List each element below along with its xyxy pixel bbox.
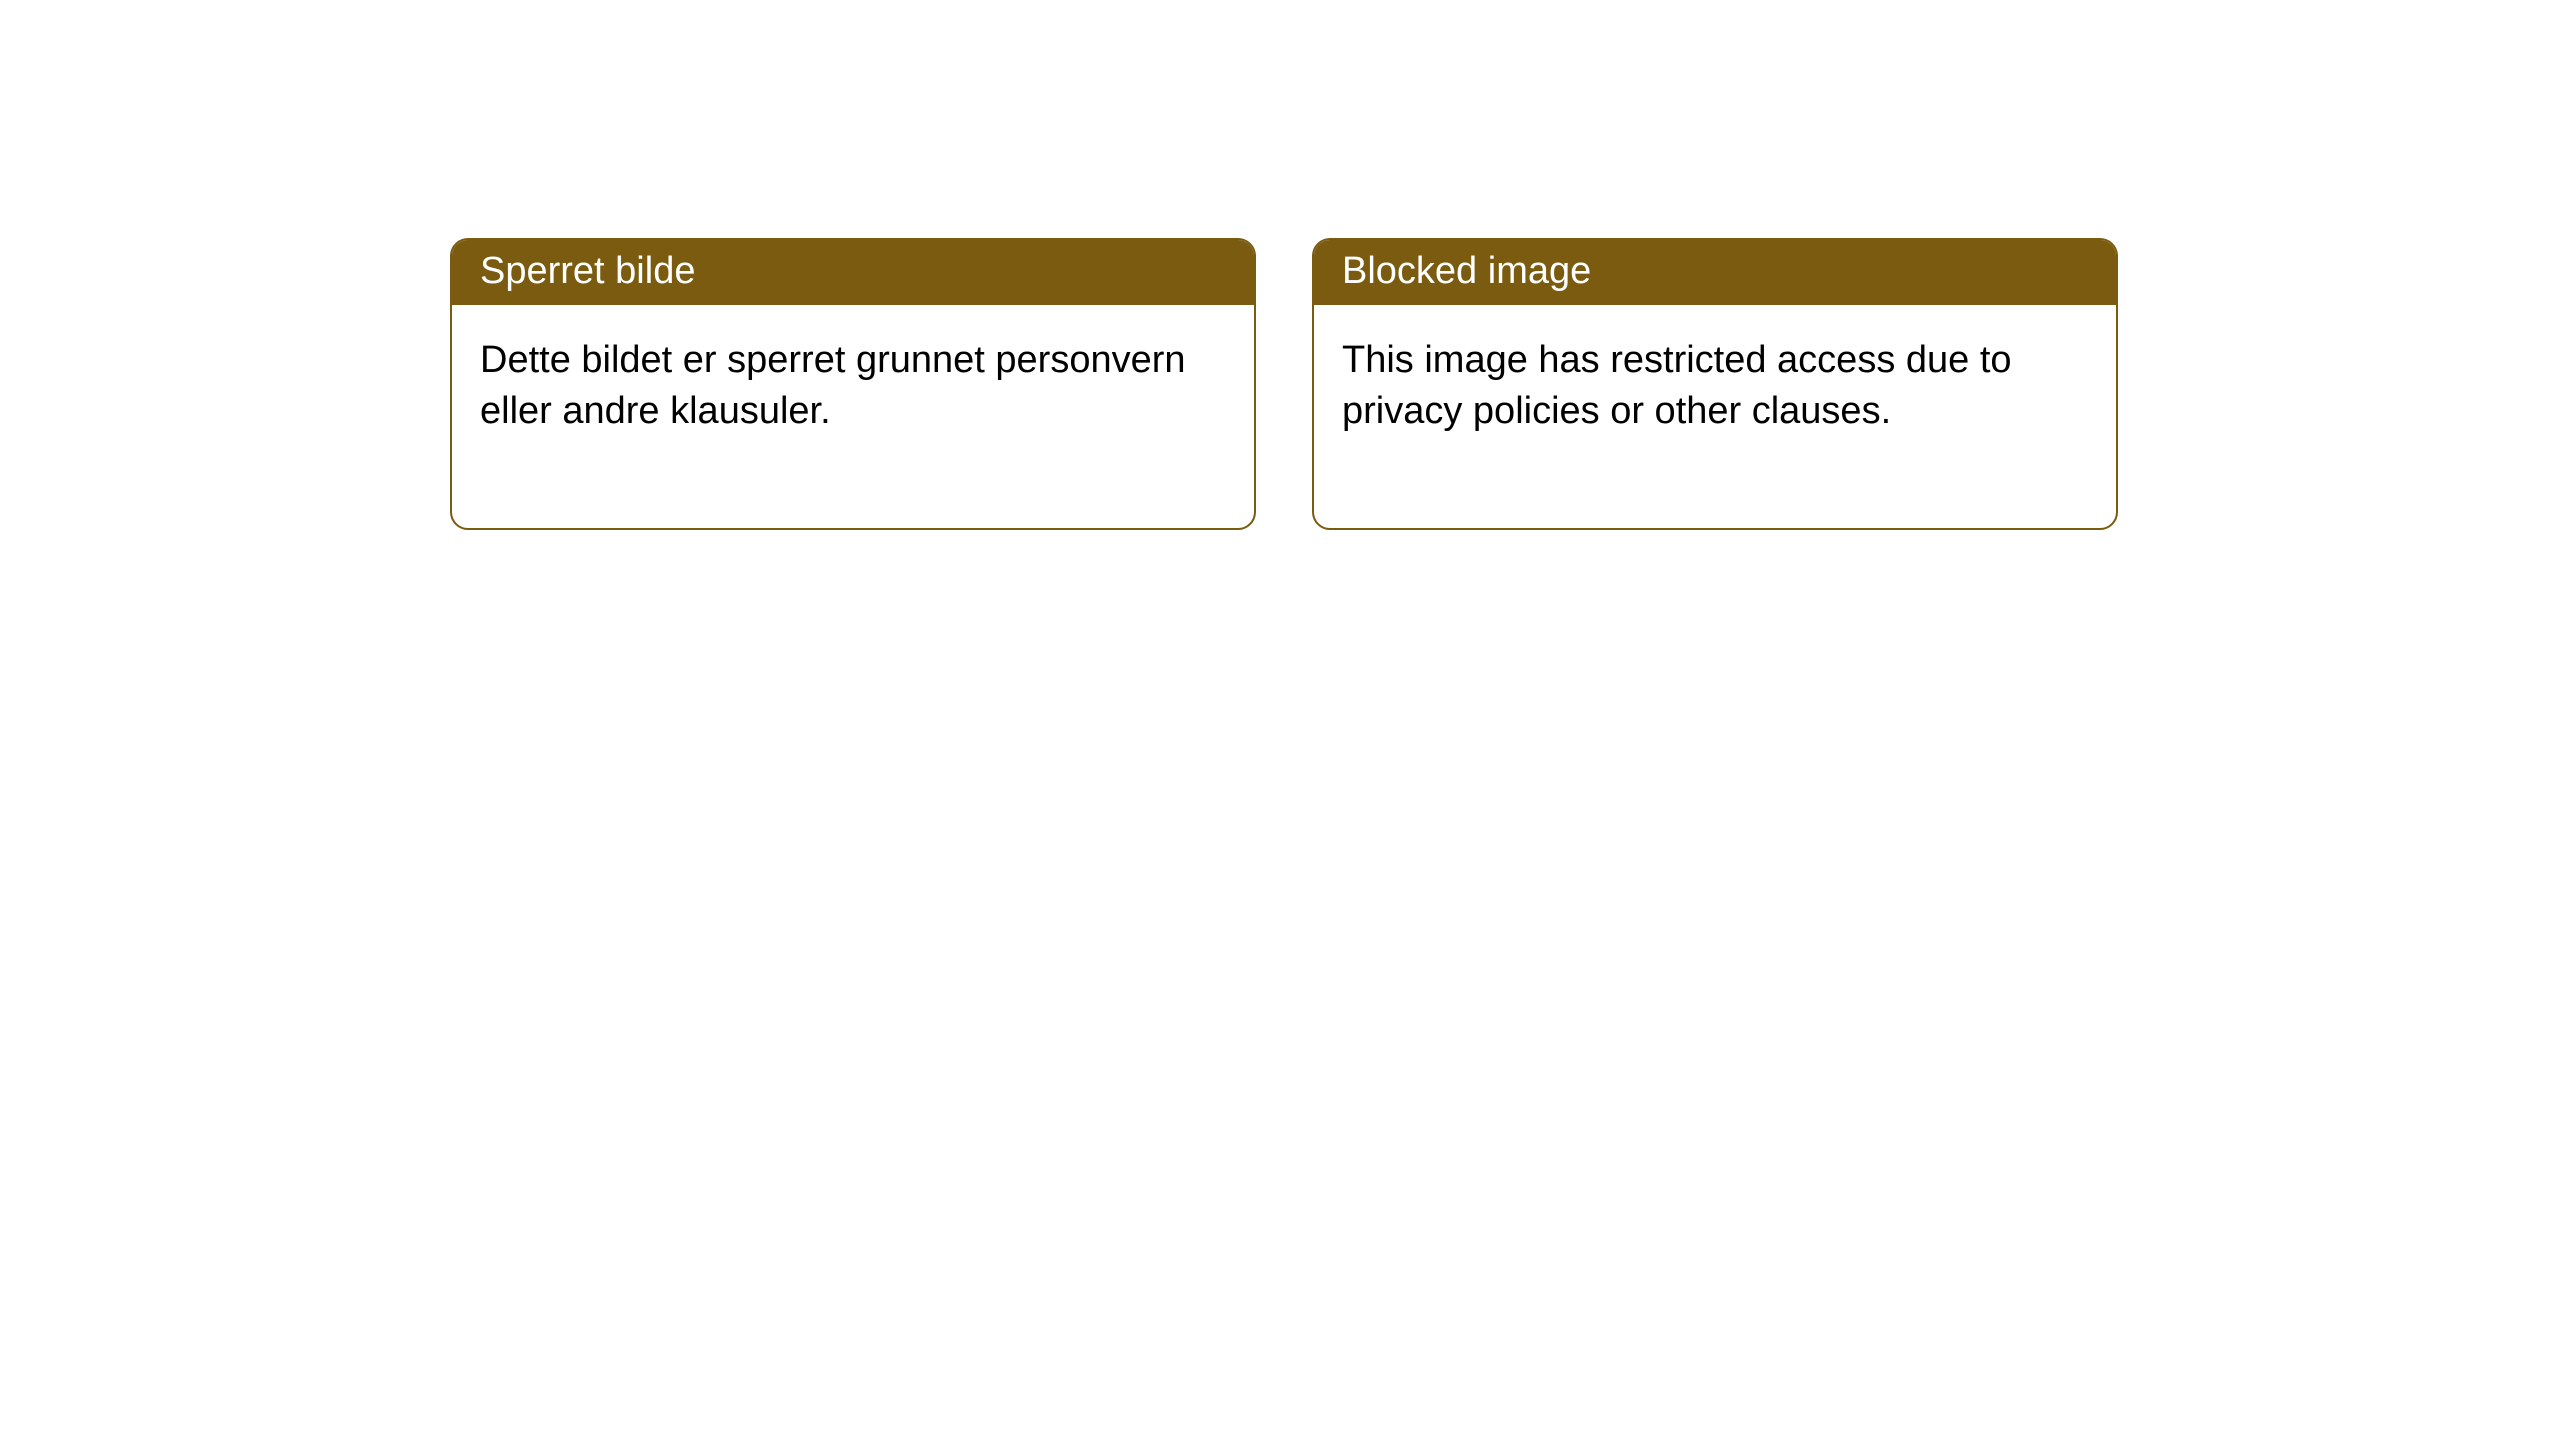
card-body-norwegian: Dette bildet er sperret grunnet personve… — [452, 305, 1254, 528]
blocked-image-card-norwegian: Sperret bilde Dette bildet er sperret gr… — [450, 238, 1256, 530]
notice-container: Sperret bilde Dette bildet er sperret gr… — [0, 0, 2560, 530]
card-body-english: This image has restricted access due to … — [1314, 305, 2116, 528]
card-header-english: Blocked image — [1314, 240, 2116, 305]
blocked-image-card-english: Blocked image This image has restricted … — [1312, 238, 2118, 530]
card-header-norwegian: Sperret bilde — [452, 240, 1254, 305]
